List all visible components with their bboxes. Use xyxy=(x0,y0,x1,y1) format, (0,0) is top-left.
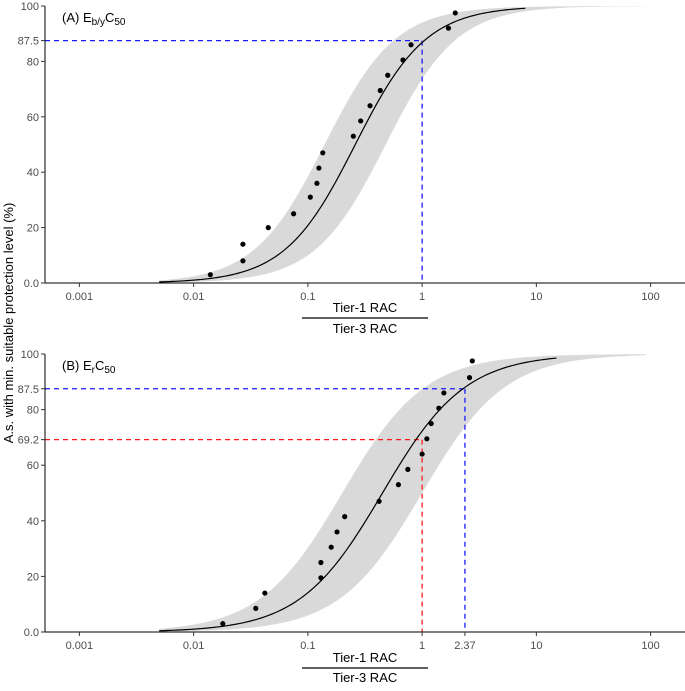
panel-b-data-point-11 xyxy=(419,451,425,457)
panel-a-confidence-band xyxy=(159,6,646,283)
panel-b-y-tick-label-3: 60 xyxy=(27,460,39,472)
panel-b-y-tick-label-2: 40 xyxy=(27,516,39,528)
panel-a-data-point-7 xyxy=(316,165,322,171)
panel-a-data-point-4 xyxy=(291,211,297,217)
panel-b: 0.0 20 40 60 69.2 80 87.5 100 0.001 0.01 0.1 1 2.37 1… xyxy=(18,349,685,652)
panel-a-data-point-0 xyxy=(207,272,213,278)
panel-b-data-point-0 xyxy=(220,621,226,627)
panel-b-y-tick-label-6: 87.5 xyxy=(18,384,39,396)
panel-a-xlabel-denominator: Tier-3 RAC xyxy=(333,321,398,336)
panel-a-data-point-6 xyxy=(314,180,320,186)
panel-a-data-point-10 xyxy=(358,118,364,124)
panel-a-data-point-2 xyxy=(240,241,246,247)
panel-a-data-point-13 xyxy=(385,72,391,78)
panel-b-data-point-2 xyxy=(262,590,268,596)
panel-a-y-tick-label-0: 0.0 xyxy=(24,278,39,290)
panel-b-data-point-5 xyxy=(328,544,334,550)
panel-b-data-point-9 xyxy=(395,482,402,488)
panel-b-fitted-curve xyxy=(159,357,557,632)
panel-a-data-point-8 xyxy=(320,150,326,156)
panel-b-data-point-15 xyxy=(441,390,447,396)
panel-a-x-tick-label-5: 100 xyxy=(641,291,659,303)
panel-b-data-point-7 xyxy=(342,514,348,520)
panel-b-x-tick-label-5: 10 xyxy=(530,640,542,652)
panel-a-x-tick-label-1: 0.01 xyxy=(183,291,204,303)
panel-b-x-tick-label-6: 100 xyxy=(641,640,659,652)
panel-b-y-tick-label-5: 80 xyxy=(27,405,39,417)
panel-b-data-point-13 xyxy=(428,420,434,427)
panel-a-data-point-9 xyxy=(350,133,356,139)
panel-b-x-tick-label-2: 0.1 xyxy=(300,640,315,652)
panel-a-y-tick-label-5: 87.5 xyxy=(18,36,39,48)
panel-b-data-point-12 xyxy=(424,436,430,442)
panel-b-x-tick-label-3: 1 xyxy=(419,640,425,652)
panel-a-y-tick-label-4: 80 xyxy=(27,56,39,68)
panel-b-xlabel-denominator: Tier-3 RAC xyxy=(333,670,398,685)
panel-b-y-tick-label-7: 100 xyxy=(21,349,39,361)
panel-b-data-point-1 xyxy=(253,605,259,611)
panel-b-y-tick-label-1: 20 xyxy=(27,571,39,583)
panel-b-data-point-17 xyxy=(469,358,475,364)
panel-a-data-point-17 xyxy=(452,10,458,16)
panel-a-data-point-3 xyxy=(265,225,271,231)
panel-a-data-point-14 xyxy=(400,57,406,63)
panel-b-x-tick-label-4: 2.37 xyxy=(454,640,475,652)
panel-a-xlabel-numerator: Tier-1 RAC xyxy=(333,300,398,315)
panel-a-title: (A) Eb/yC50 xyxy=(62,10,126,28)
panel-b-data-point-8 xyxy=(376,498,382,504)
panel-b-data-point-16 xyxy=(466,375,473,381)
panel-b-data-point-10 xyxy=(405,466,411,472)
panel-a-data-point-5 xyxy=(307,194,313,200)
panel-b-data-point-4 xyxy=(318,559,324,566)
panel-b-y-tick-label-4: 69.2 xyxy=(18,435,39,447)
panel-b-data-point-6 xyxy=(334,529,340,535)
panel-a-x-tick-label-3: 1 xyxy=(419,291,425,303)
panel-a-data-point-12 xyxy=(377,87,383,94)
panel-a-y-tick-label-1: 20 xyxy=(27,223,39,235)
panel-b-data-point-14 xyxy=(436,405,442,411)
panel-b-xlabel-numerator: Tier-1 RAC xyxy=(333,650,398,665)
panel-a: 0.0 20 40 60 80 87.5 100 0.001 0.01 0.1 1 10 100 (A) … xyxy=(18,1,685,303)
panel-b-data-point-3 xyxy=(318,575,324,581)
panel-a-x-tick-label-0: 0.001 xyxy=(66,291,94,303)
panel-b-title: (B) ErC50 xyxy=(62,358,116,376)
panel-b-confidence-band xyxy=(159,354,646,632)
panel-a-data-point-15 xyxy=(408,42,414,48)
panel-a-x-tick-label-4: 10 xyxy=(530,291,542,303)
panel-a-data-point-11 xyxy=(367,103,373,109)
panel-a-x-tick-label-2: 0.1 xyxy=(300,291,315,303)
panel-a-y-tick-label-2: 40 xyxy=(27,167,39,179)
y-axis-label: A.s. with min. suitable protection level… xyxy=(1,203,16,444)
panel-b-y-tick-label-0: 0.0 xyxy=(24,627,39,639)
panel-b-x-tick-label-1: 0.01 xyxy=(183,640,204,652)
panel-a-fitted-curve xyxy=(159,7,526,283)
panel-b-x-tick-label-0: 0.001 xyxy=(66,640,94,652)
panel-a-y-tick-label-3: 60 xyxy=(27,112,39,124)
panel-a-y-tick-label-6: 100 xyxy=(21,1,39,13)
panel-a-data-point-1 xyxy=(240,258,246,264)
panel-a-data-point-16 xyxy=(445,25,452,31)
